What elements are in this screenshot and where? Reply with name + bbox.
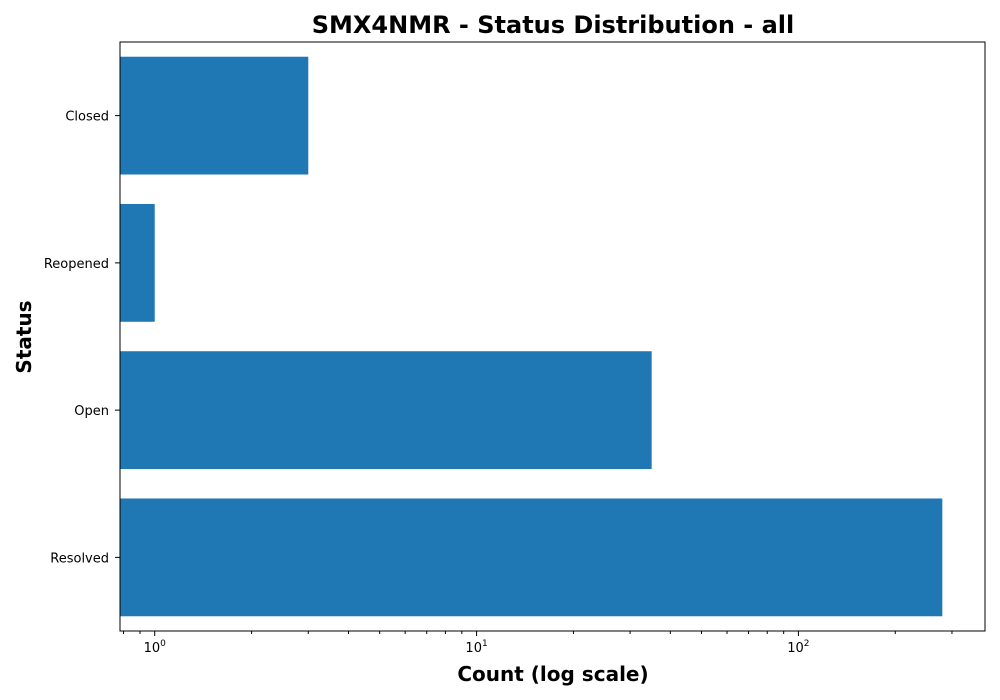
chart-title: SMX4NMR - Status Distribution - all	[312, 11, 794, 39]
y-axis-label: Status	[12, 300, 36, 373]
y-tick-label: Closed	[65, 110, 109, 125]
x-tick-label: 102	[787, 639, 809, 656]
y-tick-label: Reopened	[44, 257, 109, 272]
bar-resolved	[120, 498, 943, 617]
x-tick-label: 101	[465, 639, 487, 656]
plot-frame	[119, 41, 986, 632]
x-axis-label: Count (log scale)	[457, 662, 648, 686]
x-tick-label: 100	[144, 639, 167, 656]
bars-group	[120, 56, 943, 617]
y-axis: Closed Reopened Open Resolved	[44, 110, 120, 566]
bar-closed	[120, 56, 309, 175]
y-tick-label: Resolved	[50, 551, 109, 566]
y-tick-label: Open	[74, 404, 109, 419]
bar-reopened	[120, 203, 155, 322]
bar-open	[120, 351, 652, 470]
x-axis: 100 101 102	[123, 631, 953, 656]
